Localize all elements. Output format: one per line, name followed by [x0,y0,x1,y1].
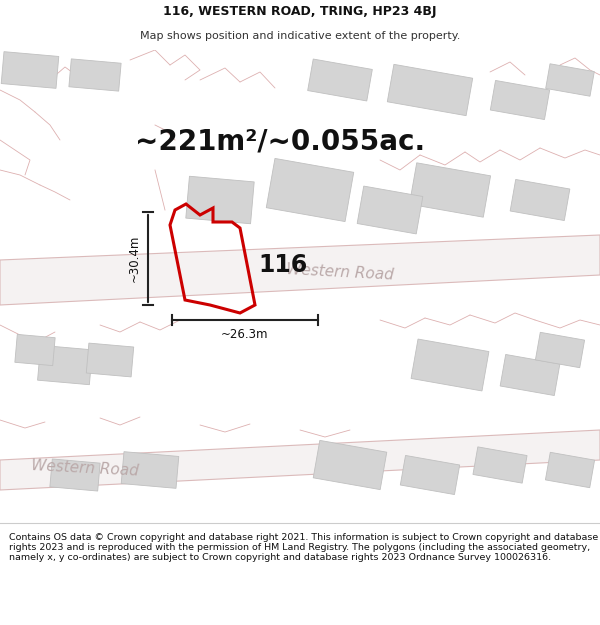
Polygon shape [411,339,489,391]
Polygon shape [400,456,460,494]
Polygon shape [38,345,92,385]
Polygon shape [308,59,373,101]
Polygon shape [388,64,473,116]
Text: Western Road: Western Road [31,458,139,478]
Text: 116: 116 [258,253,307,277]
Text: ~30.4m: ~30.4m [128,235,140,282]
Text: Western Road: Western Road [286,262,394,282]
Polygon shape [500,354,560,396]
Polygon shape [86,343,134,377]
Polygon shape [69,59,121,91]
Polygon shape [15,334,55,366]
Polygon shape [50,459,100,491]
Polygon shape [535,332,584,367]
Polygon shape [186,176,254,224]
Polygon shape [510,179,570,221]
Polygon shape [490,81,550,119]
Polygon shape [545,64,595,96]
Polygon shape [409,162,491,217]
Polygon shape [0,235,600,305]
Polygon shape [0,430,600,490]
Polygon shape [473,447,527,483]
Text: ~26.3m: ~26.3m [221,328,269,341]
Polygon shape [121,452,179,488]
Text: 116, WESTERN ROAD, TRING, HP23 4BJ: 116, WESTERN ROAD, TRING, HP23 4BJ [163,4,437,18]
Polygon shape [357,186,423,234]
Text: Map shows position and indicative extent of the property.: Map shows position and indicative extent… [140,31,460,41]
Polygon shape [266,158,354,222]
Text: ~221m²/~0.055ac.: ~221m²/~0.055ac. [135,128,425,156]
Polygon shape [1,52,59,88]
Polygon shape [545,452,595,488]
Polygon shape [313,441,387,489]
Text: Contains OS data © Crown copyright and database right 2021. This information is : Contains OS data © Crown copyright and d… [9,532,598,562]
